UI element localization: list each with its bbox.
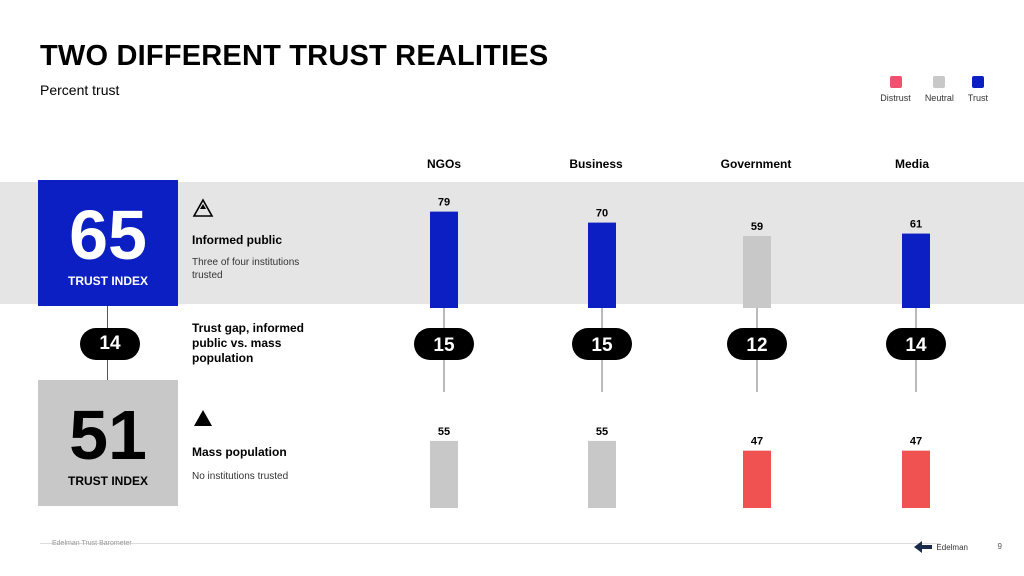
bar-informed-media <box>902 233 930 308</box>
gap-pill-media <box>886 328 946 360</box>
page-title: TWO DIFFERENT TRUST REALITIES <box>40 40 549 72</box>
gap-pill-government <box>727 328 787 360</box>
data-label-informed-ngos: 79 <box>438 197 450 209</box>
legend-item-distrust: Distrust <box>880 76 911 103</box>
triangle-outline-icon <box>192 198 214 217</box>
bar-informed-ngos <box>430 211 458 308</box>
legend-item-trust: Trust <box>968 76 988 103</box>
column-header-media: Media <box>894 157 929 171</box>
data-label-informed-government: 59 <box>751 221 763 233</box>
data-label-mass-government: 47 <box>751 436 763 448</box>
legend-label-distrust: Distrust <box>880 93 911 103</box>
mass-trust-index-label: TRUST INDEX <box>67 474 148 488</box>
page-number: 9 <box>997 542 1002 551</box>
bar-mass-government <box>743 450 771 508</box>
data-label-mass-ngos: 55 <box>438 426 450 438</box>
gap-pill-value-business: 15 <box>591 335 613 356</box>
column-header-ngos: NGOs <box>426 157 461 171</box>
legend-item-neutral: Neutral <box>925 76 954 103</box>
data-label-mass-business: 55 <box>596 426 608 438</box>
footer-divider <box>40 543 940 544</box>
edelman-logo: Edelman <box>914 541 968 553</box>
index-gap-pill: 14 <box>80 328 140 360</box>
mass-trust-index-box: 51 TRUST INDEX <box>38 380 178 506</box>
data-label-informed-media: 61 <box>910 219 922 231</box>
bar-mass-media <box>902 450 930 508</box>
triangle-filled-icon <box>194 410 212 426</box>
bar-informed-business <box>588 222 616 308</box>
trust-gap-label: Trust gap, informed public vs. mass popu… <box>192 321 305 365</box>
informed-public-title: Informed public <box>192 233 282 247</box>
source-note: Edelman Trust Barometer <box>52 540 132 547</box>
mass-trust-index-value: 51 <box>69 396 147 474</box>
page-subtitle: Percent trust <box>40 82 120 98</box>
informed-trust-index-box: 65 TRUST INDEX <box>38 180 178 306</box>
column-header-business: Business <box>569 157 623 171</box>
gap-pill-value-government: 12 <box>746 335 767 356</box>
legend-label-trust: Trust <box>967 93 988 103</box>
mass-population-subtitle: No institutions trusted <box>192 471 289 482</box>
data-label-informed-business: 70 <box>596 208 608 220</box>
bar-mass-business <box>588 440 616 508</box>
gap-pill-ngos <box>414 328 474 360</box>
column-header-government: Government <box>720 157 792 171</box>
gap-pill-business <box>572 328 632 360</box>
legend-swatch-neutral <box>933 76 946 88</box>
edelman-logo-text: Edelman <box>936 542 968 552</box>
informed-trust-index-value: 65 <box>69 196 147 274</box>
bar-mass-ngos <box>430 440 458 508</box>
legend-swatch-trust <box>971 76 984 88</box>
mass-population-title: Mass population <box>192 445 287 459</box>
legend-swatch-distrust <box>889 76 902 88</box>
legend: Distrust Neutral Trust <box>880 76 988 103</box>
informed-public-subtitle: Three of four institutions trusted <box>192 257 300 281</box>
legend-label-neutral: Neutral <box>924 93 954 103</box>
data-label-mass-media: 47 <box>910 436 922 448</box>
gap-pill-value-ngos: 15 <box>433 335 455 356</box>
gap-pill-value-media: 14 <box>905 335 927 356</box>
bar-informed-government <box>743 236 771 308</box>
edelman-logo-icon <box>914 541 933 553</box>
informed-trust-index-label: TRUST INDEX <box>67 274 148 288</box>
